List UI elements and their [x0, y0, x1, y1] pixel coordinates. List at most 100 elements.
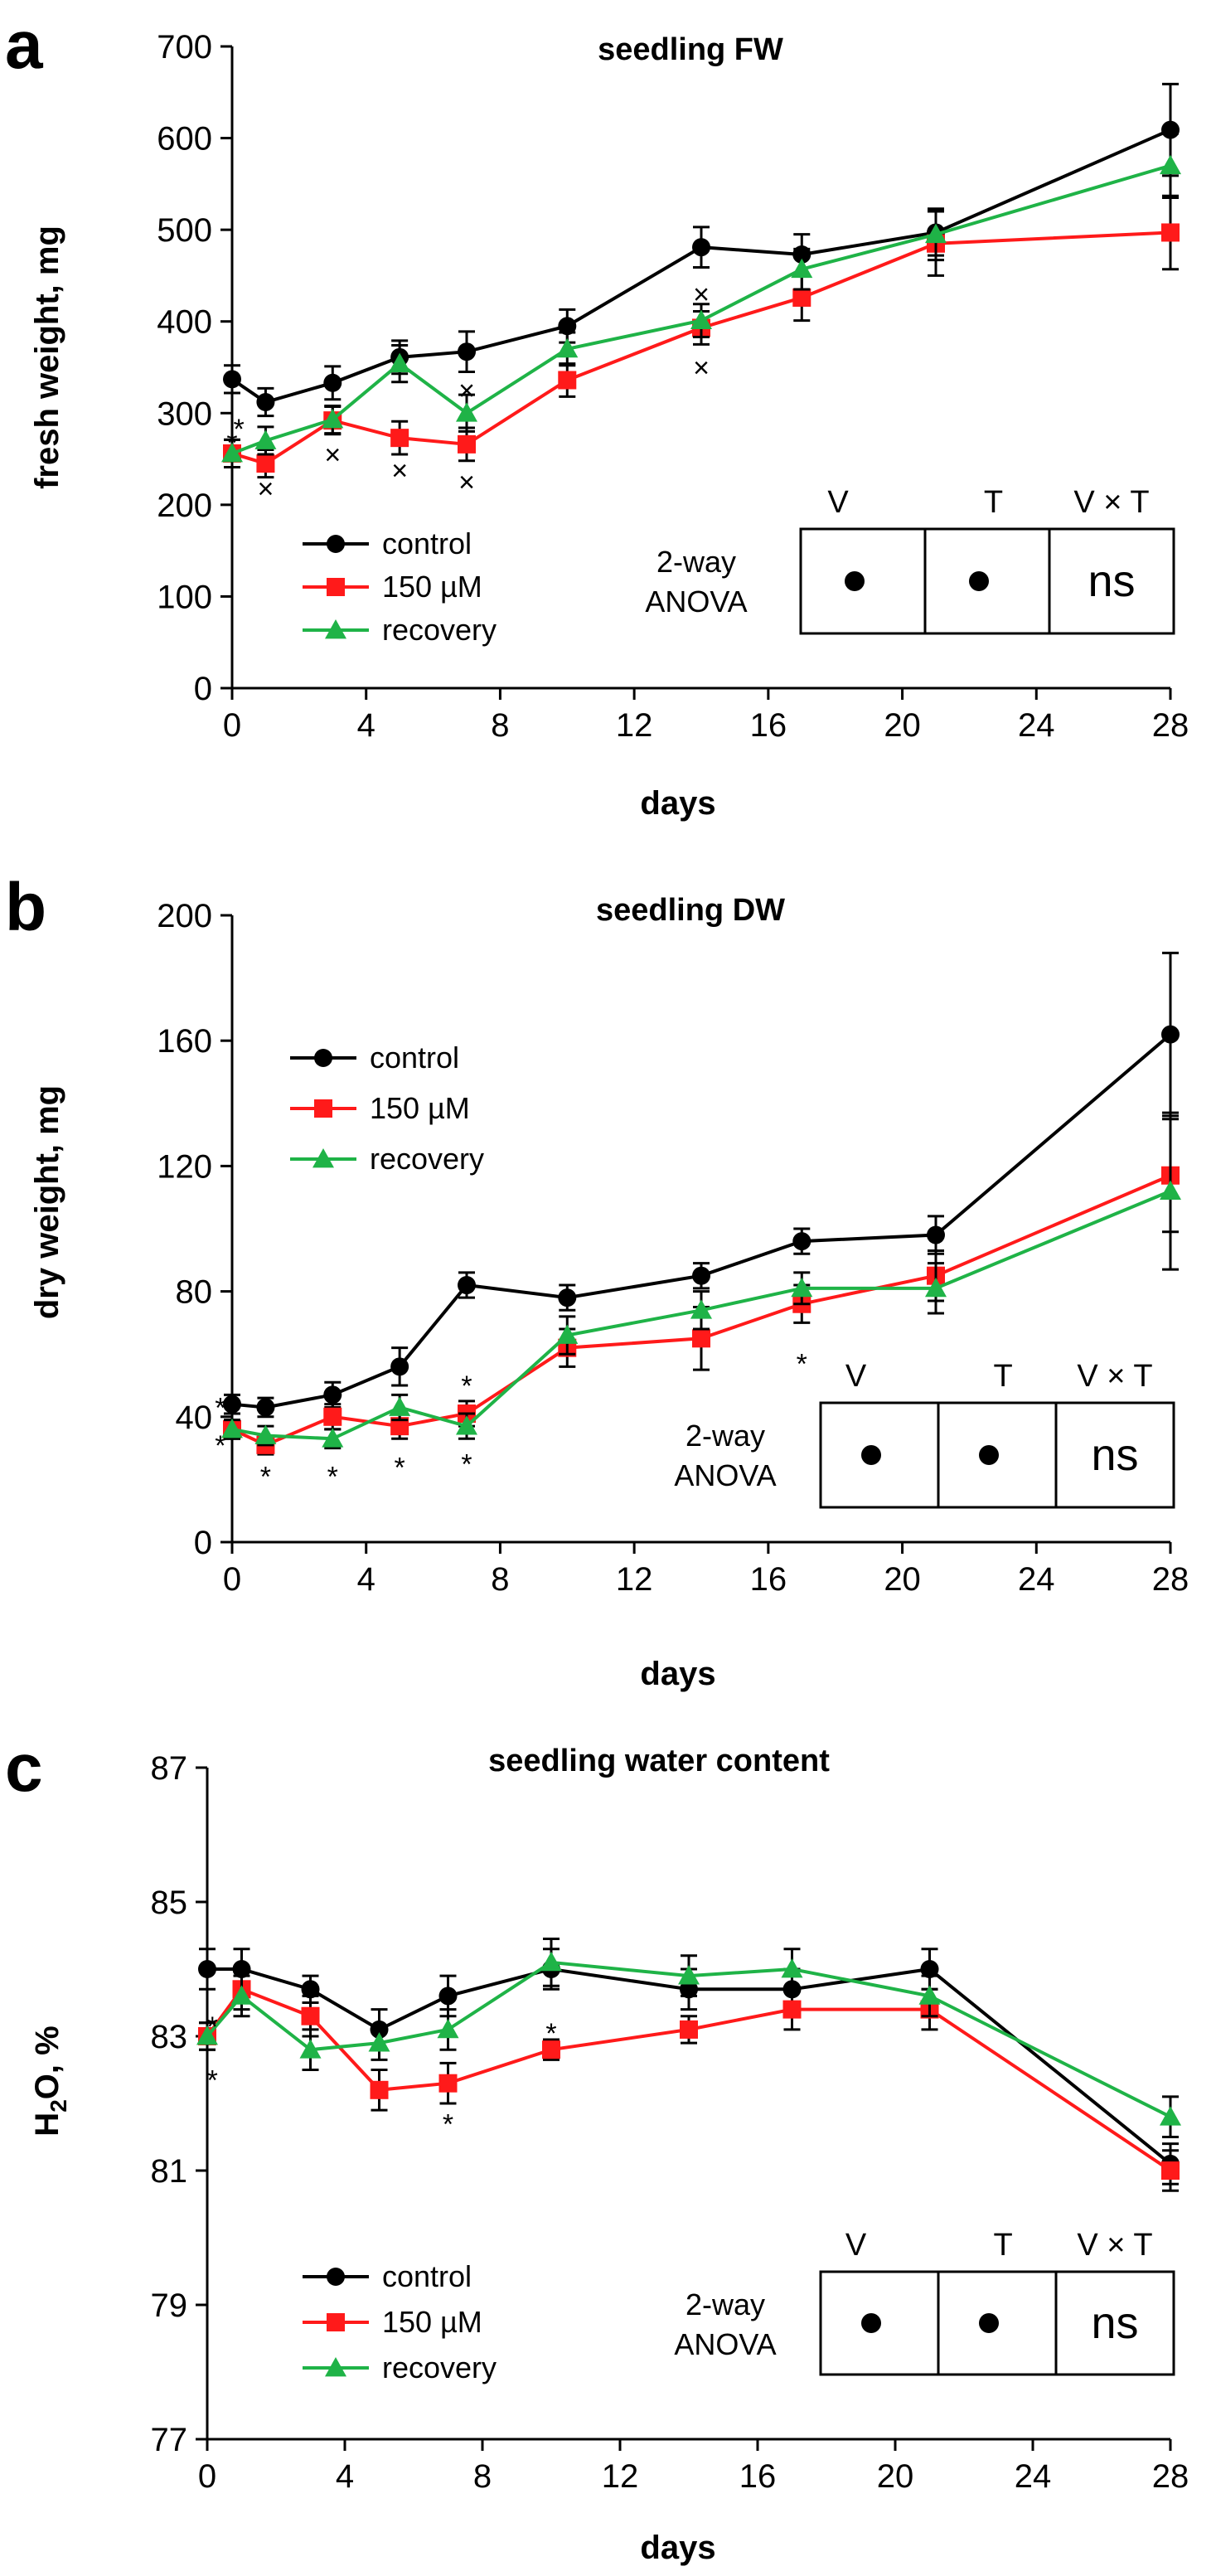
anova-significant-dot — [861, 2313, 881, 2333]
legend-label: 150 µM — [382, 570, 482, 604]
anova-table: 2-way ANOVA V T V × T • • ns — [645, 485, 1175, 635]
y-tick-label: 77 — [151, 2422, 188, 2458]
data-point — [782, 2000, 802, 2019]
data-point — [301, 1980, 320, 1999]
significance-mark: × — [693, 352, 710, 384]
x-tick-label: 24 — [1018, 707, 1055, 744]
legend-label: control — [382, 2259, 472, 2293]
series-control — [223, 951, 1180, 1419]
significance-mark: * — [207, 2011, 218, 2043]
legend-marker — [327, 2268, 345, 2286]
series-line — [231, 1033, 1172, 1409]
anova-box — [799, 527, 1175, 635]
data-point — [198, 1960, 216, 1978]
data-point — [323, 373, 342, 392]
data-point — [692, 1329, 710, 1348]
data-point — [558, 317, 577, 336]
anova-value: ns — [1091, 1430, 1138, 1480]
anova-table: 2-way ANOVA V T V × T • • ns — [674, 2228, 1175, 2376]
y-tick-label: 120 — [157, 1148, 212, 1185]
anova-box — [819, 1401, 1175, 1509]
chart-title-a: seedling FW — [598, 32, 783, 67]
x-tick-label: 20 — [884, 707, 921, 744]
x-tick-label: 8 — [491, 707, 509, 744]
panel-letter-b: b — [5, 870, 46, 945]
data-point — [791, 258, 813, 279]
x-tick-label: 16 — [750, 1561, 787, 1598]
data-point — [791, 1277, 813, 1298]
y-tick-label: 0 — [194, 1525, 212, 1561]
data-point — [390, 1357, 409, 1376]
data-point — [558, 371, 577, 390]
data-point — [678, 1965, 700, 1985]
significance-mark: * — [260, 1462, 271, 1493]
significance-mark: × — [693, 279, 710, 311]
legend-label: recovery — [382, 613, 497, 647]
legend-marker — [314, 1049, 332, 1067]
legend-entry: control — [303, 2259, 472, 2293]
series-line — [230, 128, 1171, 405]
legend-marker — [327, 578, 345, 596]
anova-value: ns — [1088, 556, 1135, 606]
series-recovery — [221, 132, 1181, 469]
anova-header: T — [993, 2228, 1012, 2263]
anova-table: 2-way ANOVA V T V × T • • ns — [674, 1359, 1175, 1509]
x-tick-label: 12 — [616, 1561, 653, 1598]
anova-label: ANOVA — [674, 1458, 776, 1492]
legend-label: control — [382, 526, 472, 560]
legend-label: recovery — [370, 1142, 484, 1176]
x-tick-label: 28 — [1152, 1561, 1189, 1598]
anova-label: 2-way — [686, 2287, 765, 2321]
anova-header: V × T — [1077, 1359, 1152, 1394]
anova-label: 2-way — [656, 545, 736, 579]
y-tick-label: 83 — [151, 2019, 188, 2055]
y-tick-label: 200 — [157, 488, 212, 524]
data-point — [196, 2025, 218, 2045]
data-point — [301, 2006, 320, 2025]
data-point — [299, 2039, 322, 2059]
x-tick-label: 16 — [739, 2458, 777, 2495]
data-point — [254, 1424, 277, 1444]
y-tick-label: 300 — [157, 395, 212, 432]
y-tick-label: 85 — [151, 1885, 188, 1921]
legend-entry: recovery — [303, 613, 497, 647]
data-point — [437, 2018, 459, 2039]
x-axis-label-a: days — [640, 785, 715, 822]
data-point — [456, 402, 477, 422]
anova-header: T — [984, 485, 1003, 520]
data-point — [1160, 1180, 1181, 1201]
y-tick-label: 600 — [157, 121, 212, 158]
y-axis-label-c: H2O, % — [29, 2025, 71, 2136]
anova-value: • — [981, 1427, 997, 1477]
anova-significant-dot — [979, 1445, 999, 1465]
data-point — [456, 1415, 477, 1435]
anova-header: V — [827, 485, 849, 520]
data-point — [322, 409, 344, 429]
y-tick-label: 81 — [151, 2153, 188, 2190]
series-line — [206, 1987, 1172, 2172]
significance-mark: * — [461, 1370, 472, 1402]
legend-label: 150 µM — [382, 2305, 482, 2339]
y-tick-label: 500 — [157, 212, 212, 249]
x-tick-label: 20 — [884, 1561, 921, 1598]
data-point — [256, 1398, 275, 1417]
data-point — [920, 1960, 939, 1978]
legend-label: control — [370, 1041, 459, 1075]
data-point — [389, 352, 411, 372]
data-point — [458, 434, 476, 454]
data-point — [322, 1428, 344, 1448]
legend-entry: 150 µM — [290, 1091, 470, 1125]
x-axis-label-b: days — [640, 1656, 715, 1692]
y-tick-label: 80 — [176, 1274, 213, 1311]
anova-header: T — [993, 1359, 1012, 1394]
anova-header: V — [845, 2228, 867, 2263]
significance-mark: * — [207, 2065, 218, 2097]
data-point — [1161, 1025, 1180, 1044]
legend-label: 150 µM — [370, 1091, 470, 1125]
significance-mark: * — [215, 1430, 225, 1462]
y-tick-label: 200 — [157, 898, 212, 934]
data-point — [370, 2080, 389, 2099]
chart-title-b: seedling DW — [596, 893, 785, 928]
data-point — [925, 223, 947, 244]
